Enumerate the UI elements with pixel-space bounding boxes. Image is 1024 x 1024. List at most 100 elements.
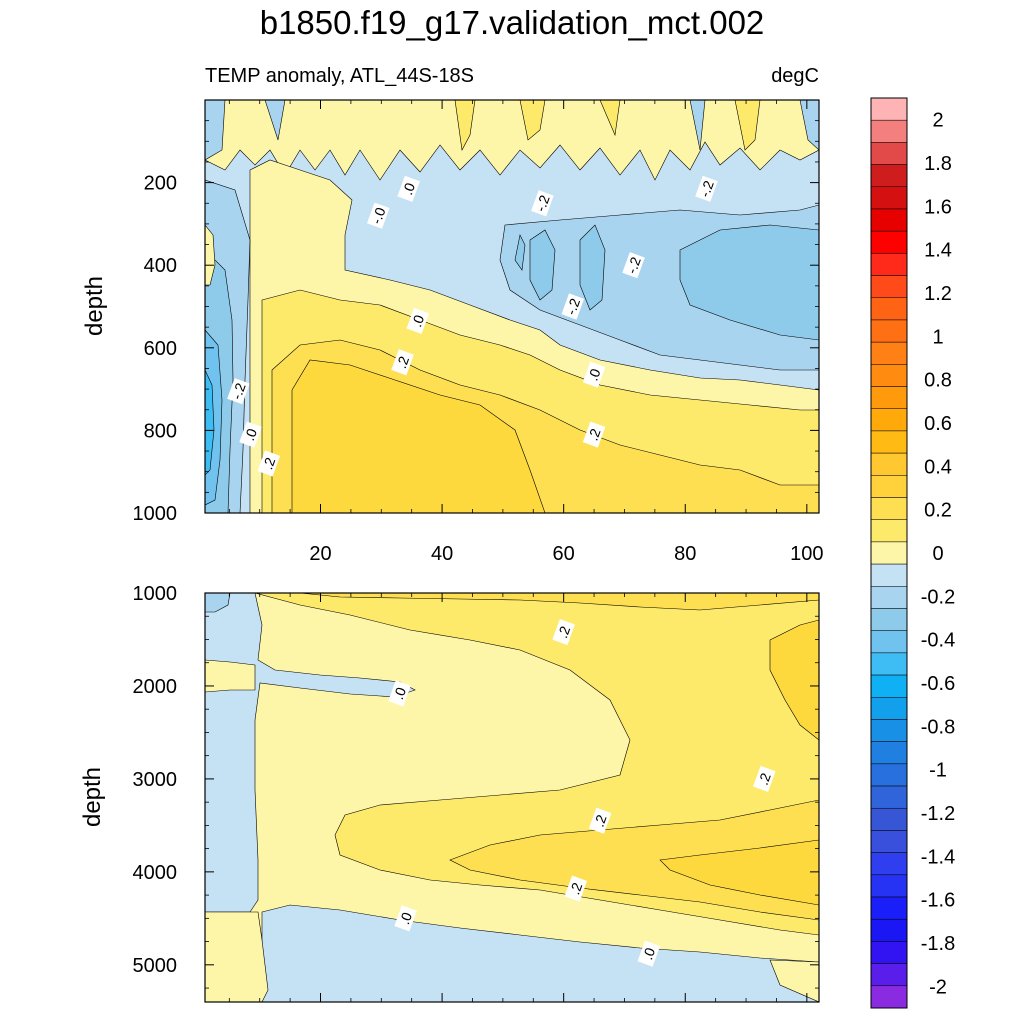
contour-label-text: -.2	[532, 193, 553, 214]
contour-label: .0	[406, 307, 430, 335]
colorbar-swatch	[870, 807, 908, 831]
upper-contour-labels: .0 -.0 -.2 -.2 -.2 -.2 .0 .2 .0 .2 -.2 .0 .2	[227, 175, 718, 477]
colorbar-swatch	[870, 608, 908, 631]
colorbar-tick-label: -1.6	[921, 890, 955, 912]
colorbar-swatch	[870, 230, 908, 254]
colorbar-swatch	[870, 164, 908, 188]
contour-label-box	[637, 940, 661, 967]
colorbar-swatch	[870, 319, 908, 343]
contour-label: .2	[588, 807, 612, 834]
colorbar-tick-label: 1	[932, 326, 943, 348]
contour-label-box	[366, 202, 390, 229]
colorbar-tick-label: 1.4	[924, 240, 952, 262]
colorbar-tick-label: 0.4	[924, 456, 952, 478]
colorbar-swatch	[870, 519, 908, 543]
contour-label: -.0	[366, 202, 390, 229]
colorbar-swatch	[870, 497, 908, 520]
upper-neg-band-2	[514, 224, 819, 341]
contour-label-box	[582, 421, 606, 448]
lower-bottom-pos-edge	[769, 959, 819, 1002]
colorbar-swatch	[870, 253, 908, 276]
lower-west-neg	[205, 593, 416, 913]
contour-label-box	[582, 361, 606, 388]
lower-y-tick-label: 2000	[133, 676, 178, 698]
colorbar-swatch	[870, 541, 908, 565]
contour-label: -.2	[622, 252, 645, 279]
upper-west-neg-4	[205, 369, 215, 476]
colorbar-swatch	[870, 852, 908, 876]
colorbar-tick-label: -0.2	[921, 586, 955, 608]
contour-label-text: -.2	[562, 296, 583, 317]
upper-surface-pos	[454, 100, 761, 151]
colorbar-swatch	[870, 386, 908, 409]
lower-bottom-neg	[261, 904, 819, 1002]
contour-label-text: -.2	[696, 178, 717, 199]
contour-label-box	[622, 252, 645, 279]
contour-label: .2	[391, 349, 414, 376]
contour-label: -.2	[531, 190, 554, 217]
contour-label-box	[239, 421, 262, 448]
contour-label: .2	[582, 421, 606, 448]
contour-label-box	[695, 175, 718, 202]
colorbar-swatch	[870, 785, 908, 809]
colorbar-tick-label: -0.6	[921, 673, 955, 695]
lower-pos-east-core	[659, 619, 819, 906]
contour-label-text: .2	[755, 770, 774, 787]
colorbar-tick-label: 2	[932, 110, 943, 132]
contour-label: .0	[397, 175, 420, 202]
colorbar-swatch	[870, 674, 908, 698]
contour-label-box	[753, 765, 776, 792]
colorbar-swatch	[870, 896, 908, 920]
lower-contour-labels: .2 .0 .2 .2 .2 .0 .0	[388, 618, 776, 967]
colorbar-swatch	[870, 563, 908, 587]
colorbar-frame	[870, 97, 908, 1009]
contour-label-text: -.2	[228, 381, 249, 402]
colorbar-swatch	[870, 475, 908, 498]
chart-subtitle: TEMP anomaly, ATL_44S-18S	[205, 65, 474, 87]
colorbar-tick-label: -0.4	[921, 630, 955, 652]
contour-label-box	[388, 680, 411, 707]
colorbar-tick-label: 0.6	[924, 413, 952, 435]
colorbar-swatch	[870, 741, 908, 765]
upper-y-axis-title: depth	[81, 276, 108, 336]
chart-units: degC	[771, 65, 819, 87]
contour-label: .0	[637, 940, 661, 967]
colorbar-swatch	[870, 275, 908, 299]
x-tick-label: 60	[553, 543, 575, 565]
contour-label-text: .0	[399, 180, 418, 197]
contour-label-box	[552, 618, 575, 646]
colorbar-swatch	[870, 364, 908, 387]
colorbar-tick-label: 0	[932, 543, 943, 565]
lower-west-neg-core	[205, 593, 231, 613]
contour-label-text: .2	[393, 354, 412, 371]
contour-label-text: .0	[390, 685, 409, 702]
upper-y-tick-label: 800	[144, 420, 177, 442]
upper-y-tick-label: 600	[144, 338, 177, 360]
lower-panel-frame	[204, 592, 820, 1003]
contour-label-box	[561, 293, 585, 320]
colorbar-swatch	[870, 830, 908, 853]
colorbar-tick-label: 0.2	[924, 500, 952, 522]
contour-label-box	[391, 349, 414, 376]
contour-label-text: .0	[585, 366, 604, 383]
colorbar-tick-label: -1.8	[921, 933, 955, 955]
colorbar-swatch	[870, 430, 908, 454]
colorbar-tick-label: -1	[929, 760, 947, 782]
contour-label-box	[394, 905, 417, 932]
colorbar-swatch	[870, 874, 908, 898]
x-tick-label: 20	[309, 543, 331, 565]
contour-label-box	[531, 190, 554, 217]
lower-y-axis-title: depth	[79, 767, 106, 827]
contour-label: .2	[564, 875, 588, 902]
colorbar-tick-label: -1.2	[921, 803, 955, 825]
contour-label-box	[257, 450, 281, 477]
upper-y-tick-label: 200	[144, 173, 177, 195]
contour-label-text: .2	[259, 455, 278, 472]
colorbar-swatch	[870, 918, 908, 942]
upper-pos-core	[291, 359, 546, 513]
colorbar-swatch	[870, 763, 908, 787]
lower-west-pos-gap	[205, 659, 256, 693]
colorbar-swatch	[870, 208, 908, 232]
colorbar-tick-label: -0.8	[921, 716, 955, 738]
